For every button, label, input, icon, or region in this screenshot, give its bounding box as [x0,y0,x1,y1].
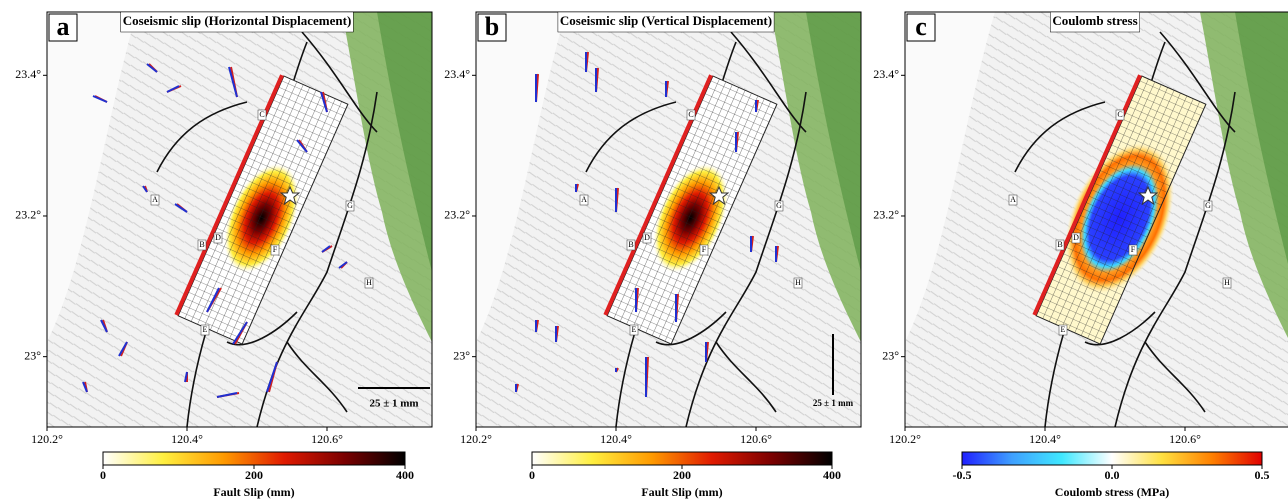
fault-label: G [776,201,782,210]
x-tick-label: 120.4° [600,432,632,446]
fault-label: F [702,245,707,254]
fault-label: B [1057,240,1062,249]
fault-label: B [199,240,204,249]
cbar-tick-label: 200 [673,468,691,482]
map-body: A B C D E F G H [47,12,432,427]
x-tick-label: 120.4° [1029,432,1061,446]
fault-label: D [1073,233,1079,242]
colorbar [532,452,832,465]
figure: A B C D E F G H 25 ± 1 mm a Coseismic slip (Horizo… [0,0,1288,501]
y-tick-label: 23.2° [873,208,899,222]
scale-label: 25 ± 1 mm [369,398,418,410]
fault-label: G [1205,201,1211,210]
colorbar [962,452,1262,465]
cbar-tick-label: 400 [396,468,414,482]
fault-label: F [273,245,278,254]
fault-label: D [644,233,650,242]
x-tick-label: 120.6° [311,432,343,446]
y-tick-label: 23.4° [444,67,470,81]
fault-label: E [203,325,208,334]
fault-label: C [1117,110,1122,119]
y-tick-label: 23° [453,348,470,362]
scale-label: 25 ± 1 mm [813,398,854,408]
panel-letter: c [915,12,927,41]
cbar-tick-label: 0 [100,468,106,482]
fault-label: H [795,278,801,287]
fault-label: E [1061,325,1066,334]
map-body: A B C D E F G H [905,12,1288,427]
fault-label: A [1010,195,1016,204]
x-tick-label: 120.6° [1169,432,1201,446]
panel-title: Coulomb stress [1052,13,1137,28]
fault-label: C [688,110,693,119]
fault-label: E [632,325,637,334]
fault-label: B [628,240,633,249]
fault-label: A [152,195,158,204]
fault-label: C [259,110,264,119]
x-tick-label: 120.2° [31,432,63,446]
cbar-tick-label: -0.5 [953,468,972,482]
fault-label: F [1131,245,1136,254]
x-tick-label: 120.2° [889,432,921,446]
y-tick-label: 23° [24,348,41,362]
x-tick-label: 120.6° [740,432,772,446]
y-tick-label: 23.2° [15,208,41,222]
fault-label: H [366,278,372,287]
map-panel: A B C D E F G Hc Coulomb stress 120.2° 120.4° 120.6… [873,12,1288,446]
panel-title: Coseismic slip (Vertical Displacement) [560,13,772,28]
map-panel: A B C D E F G H 25 ± 1 mm a Coseismic slip (Horizo… [15,12,432,446]
fault-label: A [581,195,587,204]
fault-label: G [347,201,353,210]
x-tick-label: 120.4° [171,432,203,446]
fault-label: D [215,233,221,242]
cbar-tick-label: 400 [823,468,841,482]
cbar-tick-label: 0.5 [1255,468,1270,482]
x-tick-label: 120.2° [460,432,492,446]
panel-title: Coseismic slip (Horizontal Displacement) [123,13,352,28]
panel-letter: b [485,12,499,41]
cbar-label: Coulomb stress (MPa) [1055,485,1169,499]
y-tick-label: 23° [882,348,899,362]
cbar-tick-label: 0.0 [1105,468,1120,482]
cbar-tick-label: 0 [529,468,535,482]
fault-label: H [1224,278,1230,287]
map-panel: A B C D E F G H 25 ± 1 mm b Coseismic slip (Vertic… [444,12,861,446]
y-tick-label: 23.4° [15,67,41,81]
y-tick-label: 23.4° [873,67,899,81]
cbar-label: Fault Slip (mm) [641,485,722,499]
map-body: A B C D E F G H [476,12,861,427]
cbar-tick-label: 200 [245,468,263,482]
colorbar [103,452,405,465]
cbar-label: Fault Slip (mm) [213,485,294,499]
y-tick-label: 23.2° [444,208,470,222]
panel-letter: a [57,12,70,41]
